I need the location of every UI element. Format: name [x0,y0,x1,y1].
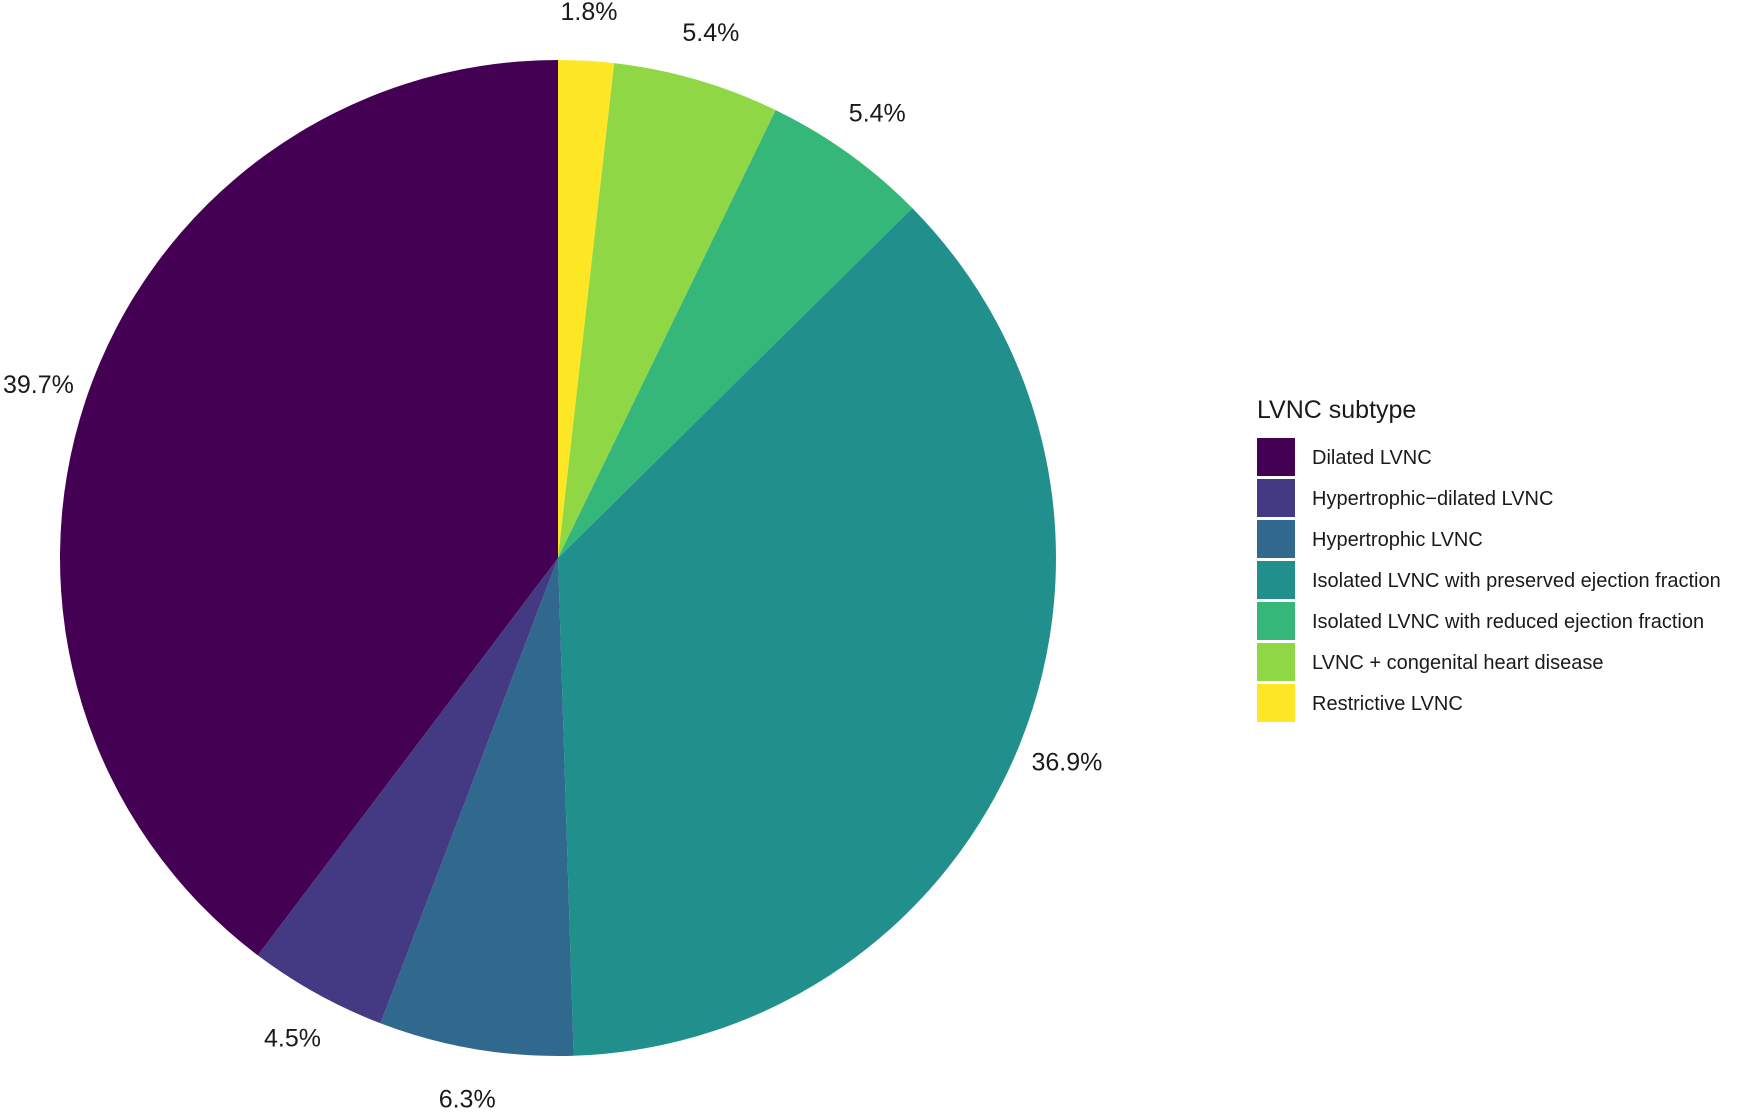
pie-label-dilated-lvnc: 39.7% [3,371,74,399]
legend-label-isolated-lvnc-with-reduced-ejection-fraction: Isolated LVNC with reduced ejection frac… [1312,611,1704,633]
pie-label-lvnc-congenital-heart-disease: 5.4% [682,19,739,47]
legend-swatch-lvnc-congenital-heart-disease [1257,643,1295,681]
pie-label-hypertrophic-lvnc: 6.3% [439,1085,496,1113]
legend-swatch-hypertrophic-dilated-lvnc [1257,479,1295,517]
pie-label-isolated-lvnc-with-preserved-ejection-fraction: 36.9% [1031,748,1102,776]
legend-swatch-hypertrophic-lvnc [1257,520,1295,558]
legend-label-hypertrophic-lvnc: Hypertrophic LVNC [1312,529,1483,551]
pie-slice-isolated-lvnc-with-reduced-ejection-fraction [558,110,913,558]
pie-label-isolated-lvnc-with-reduced-ejection-fraction: 5.4% [849,100,906,128]
pie-label-restrictive-lvnc: 1.8% [561,0,618,26]
legend-label-restrictive-lvnc: Restrictive LVNC [1312,693,1463,715]
legend-title: LVNC subtype [1257,396,1416,424]
pie-slice-dilated-lvnc [60,60,558,956]
legend: LVNC subtype Dilated LVNC Hypertrophic−di… [1257,396,1721,722]
legend-items: Dilated LVNC Hypertrophic−dilated LVNC Hyp… [1257,438,1721,722]
pie-slice-restrictive-lvnc [558,59,615,558]
pie-percent-labels: 1.8% 5.4% 5.4% 36.9% 6.3% 4.5% 39.7% [3,0,1102,1113]
legend-swatch-dilated-lvnc [1257,438,1295,476]
legend-swatch-isolated-lvnc-with-preserved-ejection-fraction [1257,561,1295,599]
legend-label-hypertrophic-dilated-lvnc: Hypertrophic−dilated LVNC [1312,488,1553,510]
pie-slice-lvnc-congenital-heart-disease [558,63,776,559]
legend-label-lvnc-congenital-heart-disease: LVNC + congenital heart disease [1312,652,1603,674]
legend-label-dilated-lvnc: Dilated LVNC [1312,447,1432,469]
pie-label-hypertrophic-dilated-lvnc: 4.5% [264,1024,321,1052]
legend-label-isolated-lvnc-with-preserved-ejection-fraction: Isolated LVNC with preserved ejection fr… [1312,570,1721,592]
pie-slices [60,59,1056,1056]
legend-swatch-restrictive-lvnc [1257,684,1295,722]
legend-swatch-isolated-lvnc-with-reduced-ejection-fraction [1257,602,1295,640]
pie-slice-hypertrophic-dilated-lvnc [257,558,558,1024]
pie-slice-hypertrophic-lvnc [380,558,574,1056]
pie-slice-isolated-lvnc-with-preserved-ejection-fraction [558,208,1056,1056]
